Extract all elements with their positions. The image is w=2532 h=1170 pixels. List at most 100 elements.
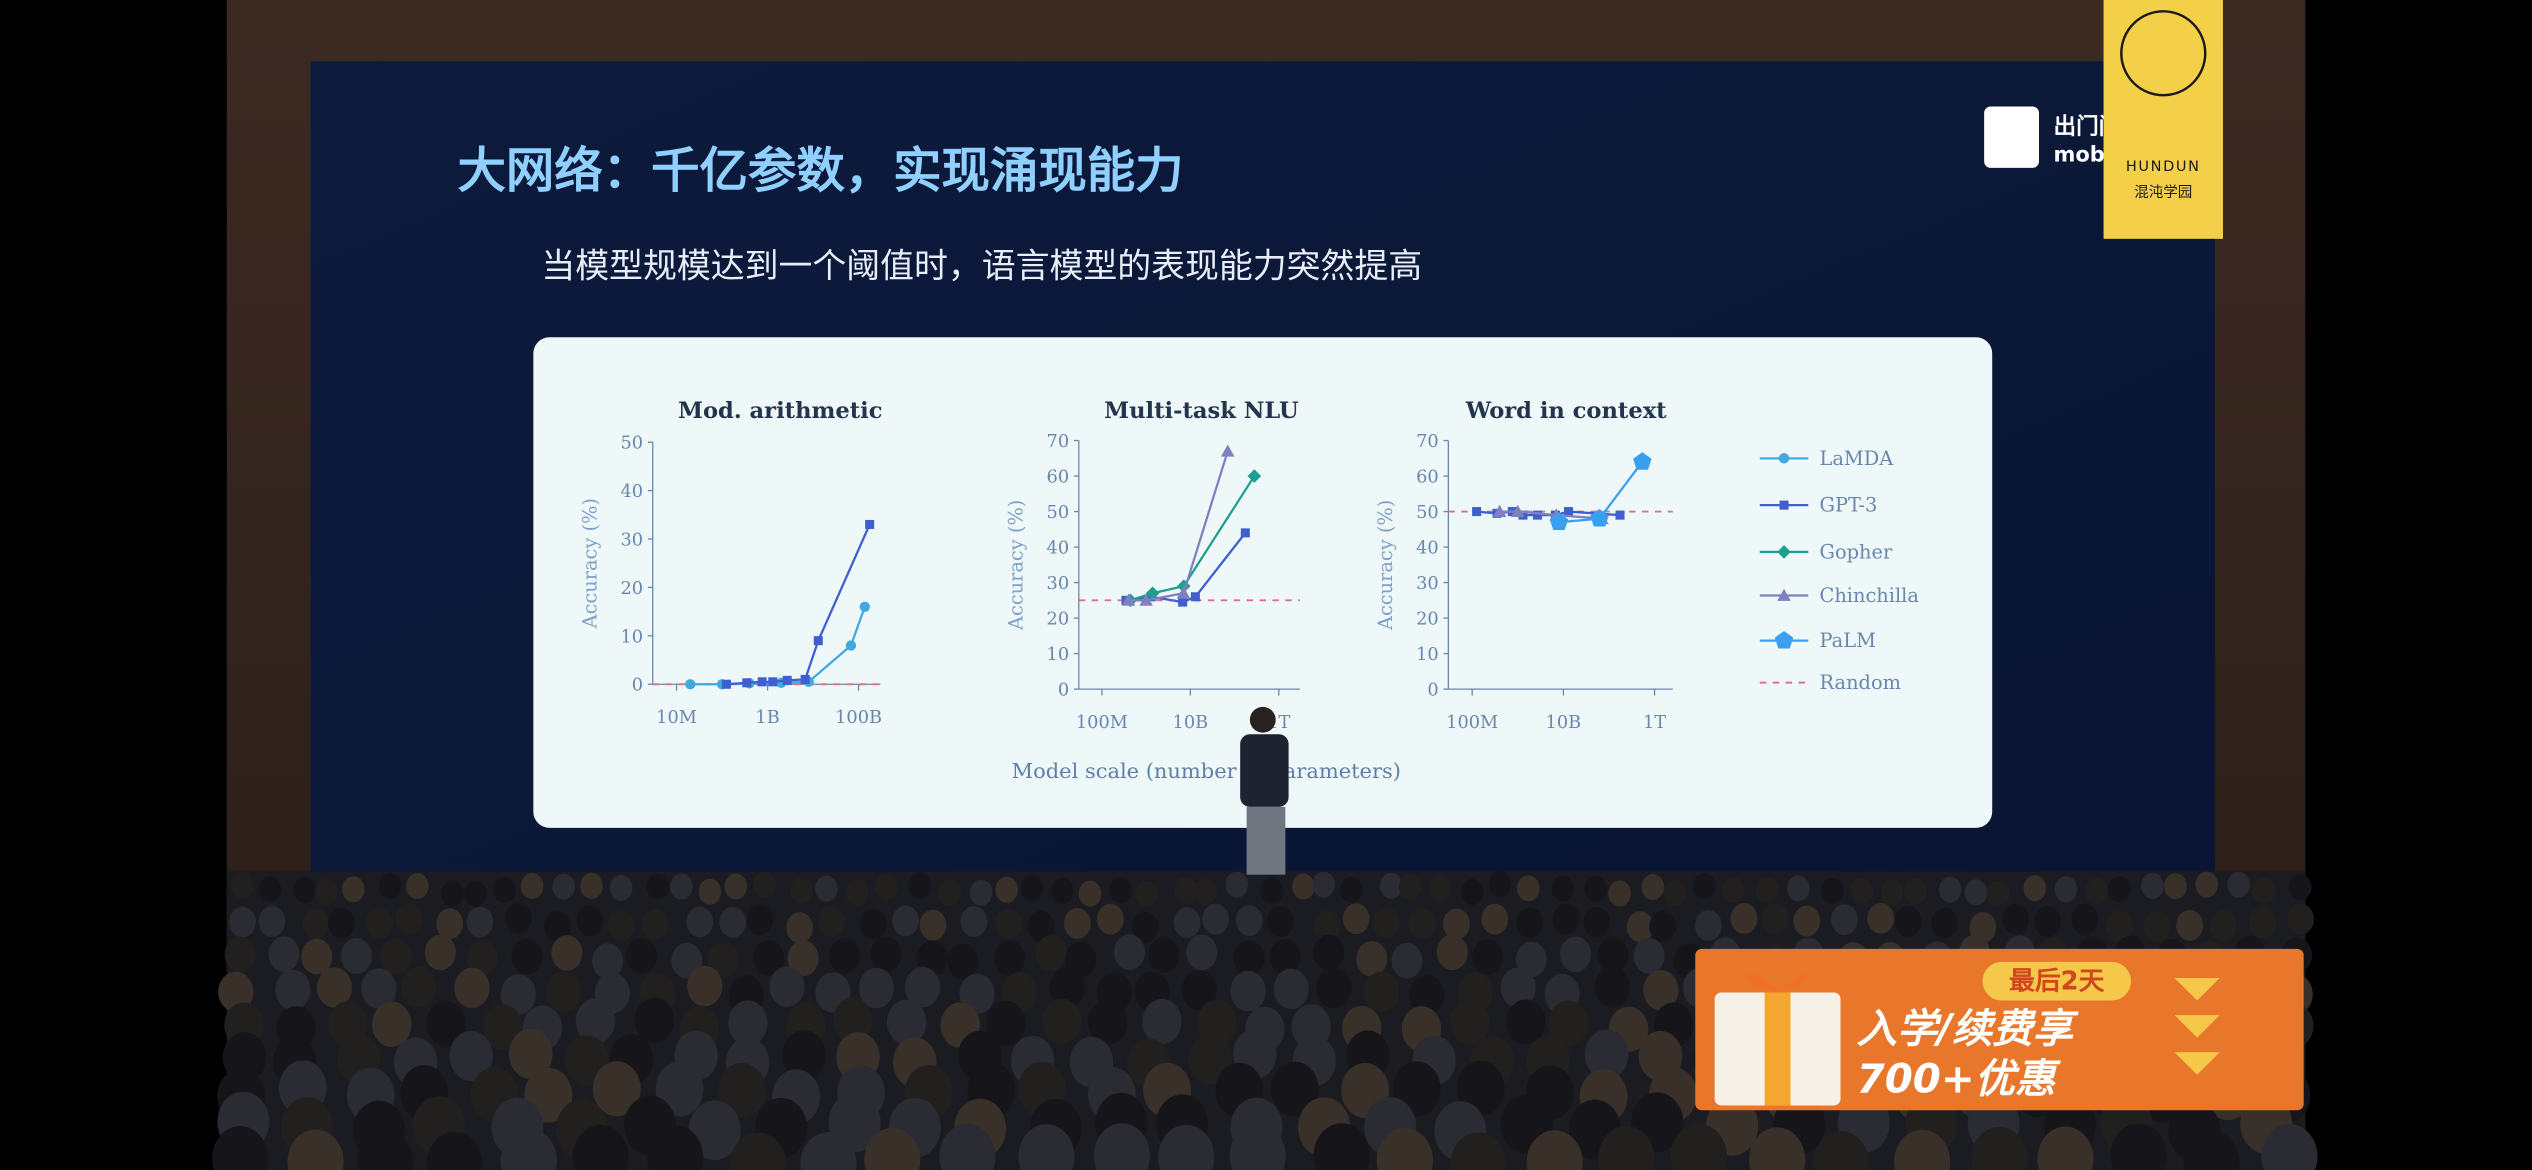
- audience-head: [2261, 1124, 2318, 1170]
- point-marker: [757, 677, 767, 687]
- audience-head: [995, 876, 1018, 903]
- point-marker: [1492, 504, 1507, 517]
- audience-head: [1436, 934, 1468, 971]
- x-tick-label: 100M: [1446, 713, 1498, 733]
- audience-head: [1078, 880, 1102, 907]
- audience-head: [592, 943, 624, 979]
- audience-head: [2110, 1123, 2167, 1170]
- point-marker: [1590, 508, 1609, 527]
- audience-head: [371, 1001, 412, 1047]
- point-marker: [721, 679, 731, 689]
- audience-head: [1027, 910, 1055, 942]
- point-marker: [1472, 507, 1482, 517]
- speaker: [1240, 706, 1289, 875]
- audience-head: [1269, 938, 1301, 975]
- audience-head: [426, 1131, 483, 1170]
- audience-head: [1964, 879, 1988, 906]
- audience-head: [2054, 876, 2078, 903]
- legend-label: PaLM: [1820, 629, 1876, 652]
- audience-head: [379, 872, 402, 899]
- audience-head: [817, 905, 845, 937]
- audience-head: [860, 908, 887, 940]
- audience-head: [947, 943, 979, 980]
- audience-head: [1516, 907, 1544, 939]
- badge-brand: HUNDUN: [2126, 159, 2201, 175]
- audience-head: [2085, 878, 2108, 905]
- point-marker: [1777, 588, 1791, 601]
- audience-head: [1020, 874, 1044, 901]
- audience-head: [511, 938, 543, 975]
- audience-head: [1551, 875, 1574, 902]
- audience-head: [441, 880, 464, 907]
- audience-head: [1233, 940, 1265, 976]
- audience-head: [688, 1100, 741, 1161]
- audience-head: [426, 1001, 466, 1047]
- audience-head: [2108, 875, 2131, 902]
- gift-ribbon: [1764, 992, 1791, 1106]
- audience-head: [686, 906, 714, 938]
- audience-head: [1695, 910, 1722, 941]
- audience-head: [1316, 967, 1352, 1008]
- audience-head: [1460, 879, 1484, 906]
- y-tick-label: 60: [1416, 468, 1439, 488]
- audience-head: [908, 872, 932, 899]
- audience-head: [2183, 1130, 2240, 1170]
- audience-head: [1018, 1124, 1075, 1170]
- audience-head: [1372, 907, 1400, 939]
- audience-head: [2287, 903, 2315, 935]
- audience-head: [1867, 902, 1895, 934]
- audience-head: [1608, 880, 1631, 907]
- chart-title: Multi-task NLU: [1104, 398, 1299, 424]
- audience-head: [222, 1032, 267, 1083]
- audience-head: [258, 906, 286, 937]
- audience-head: [575, 998, 616, 1044]
- y-tick-label: 40: [1047, 539, 1070, 559]
- chart-title: Word in context: [1465, 398, 1667, 424]
- audience-head: [1813, 1131, 1870, 1170]
- y-tick-label: 20: [1047, 610, 1070, 630]
- x-tick-label: 1B: [755, 708, 779, 728]
- audience-head: [655, 1061, 704, 1117]
- audience-head: [1135, 880, 1158, 907]
- audience-head: [1821, 877, 1844, 904]
- audience-head: [449, 1030, 494, 1082]
- audience-head: [1594, 966, 1630, 1008]
- point-marker: [1511, 504, 1525, 517]
- audience-head: [1749, 1127, 1806, 1170]
- audience-head: [994, 908, 1022, 940]
- audience-head: [365, 907, 393, 939]
- audience-head: [316, 967, 353, 1008]
- audience-head: [218, 971, 254, 1013]
- y-tick-label: 10: [620, 627, 643, 647]
- promo-arrows: [2174, 977, 2220, 1075]
- point-marker: [1549, 512, 1569, 531]
- audience-head: [1450, 1132, 1507, 1170]
- audience-head: [938, 879, 961, 906]
- audience-head: [275, 969, 311, 1011]
- audience-head: [886, 999, 927, 1045]
- audience-head: [832, 997, 873, 1044]
- audience-head: [1481, 903, 1509, 935]
- logo-mark: [1984, 106, 2040, 168]
- audience-head: [505, 903, 532, 934]
- audience-head: [258, 876, 282, 903]
- audience-head: [520, 873, 544, 899]
- point-marker: [800, 674, 810, 684]
- audience-head: [969, 879, 993, 906]
- audience-head: [815, 875, 838, 902]
- audience-head: [1649, 910, 1677, 942]
- audience-head: [1428, 874, 1452, 901]
- audience-head: [1472, 939, 1504, 975]
- audience-head: [1225, 871, 1249, 898]
- point-marker: [1778, 453, 1790, 464]
- promo-banner[interactable]: 最后2天 入学/续费享 700+优惠: [1695, 948, 2304, 1111]
- audience-head: [1583, 907, 1611, 938]
- audience-head: [212, 1126, 269, 1170]
- audience-head: [1663, 879, 1687, 906]
- audience-head: [1516, 875, 1540, 902]
- badge-emblem: [2120, 10, 2207, 97]
- audience-head: [580, 872, 603, 899]
- promo-background[interactable]: [1695, 948, 2304, 1111]
- badge: [2103, 0, 2223, 239]
